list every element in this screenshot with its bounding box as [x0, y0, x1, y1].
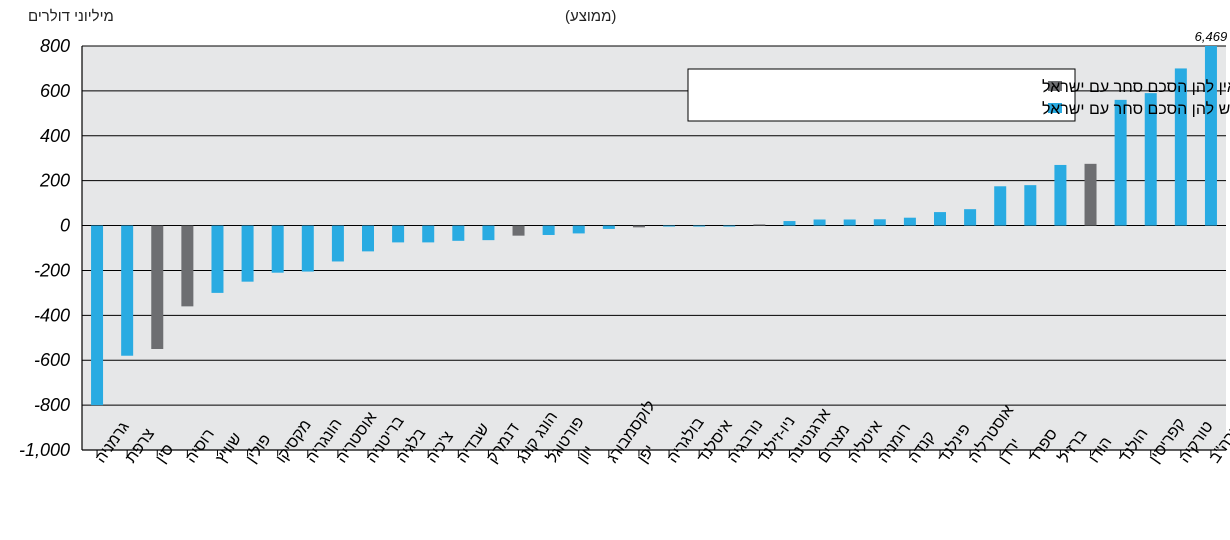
bar: [1204, 46, 1217, 226]
bar: [572, 225, 585, 234]
bar: [693, 225, 706, 227]
y-tick-label: 600: [40, 81, 70, 101]
legend-label: מדינות שיש להן הסכם סחר עם ישראל: [1042, 100, 1230, 118]
bar: [301, 225, 314, 272]
x-tick-label: יוון: [574, 443, 597, 466]
legend-box: [687, 68, 1076, 122]
y-tick-label: 400: [40, 126, 70, 146]
bar: [91, 225, 104, 406]
bar: [903, 217, 916, 226]
chart-subtitle: (ממוצע): [565, 8, 617, 25]
y-unit-label: מיליוני דולרים: [28, 8, 114, 25]
bar: [482, 225, 495, 241]
bar: [151, 225, 164, 349]
legend-swatch: [1048, 103, 1062, 113]
y-tick-label: -1,000: [19, 440, 70, 460]
data-label: 6,469: [1195, 29, 1228, 44]
y-tick-label: 200: [39, 171, 70, 191]
bar: [542, 225, 555, 235]
bar: [211, 225, 224, 293]
bar: [873, 219, 886, 226]
bar: [512, 225, 525, 236]
y-tick-label: -800: [34, 395, 70, 415]
y-tick-label: -400: [34, 305, 70, 325]
bar: [271, 225, 284, 273]
bar: [331, 225, 344, 262]
bar: [934, 212, 946, 226]
bar: [783, 221, 796, 226]
y-tick-label: 0: [60, 216, 70, 236]
legend-label: מדינות שאין להן הסכם סחר עם ישראל: [1042, 78, 1230, 96]
y-tick-label: -200: [34, 260, 70, 280]
y-tick-label: -600: [34, 350, 70, 370]
bar: [181, 225, 194, 307]
bar: [723, 225, 736, 227]
bar: [843, 219, 856, 226]
bar: [1174, 68, 1187, 226]
bar: [632, 225, 645, 228]
bar: [994, 186, 1007, 226]
bar: [422, 225, 435, 243]
bar: [753, 224, 766, 226]
bar: [1084, 163, 1097, 226]
bar: [452, 225, 465, 241]
bar: [602, 225, 615, 229]
bar: [392, 225, 405, 243]
bar: [121, 225, 134, 356]
y-tick-label: 800: [40, 36, 70, 56]
legend-swatch: [1048, 81, 1062, 91]
bar: [964, 209, 977, 226]
bar: [813, 219, 826, 226]
bar: [241, 225, 254, 282]
bar: [1144, 93, 1157, 226]
bar: [1024, 185, 1037, 226]
bar: [362, 225, 374, 252]
bar: [1114, 99, 1127, 226]
bar: [663, 225, 676, 227]
bar: [1054, 164, 1067, 226]
